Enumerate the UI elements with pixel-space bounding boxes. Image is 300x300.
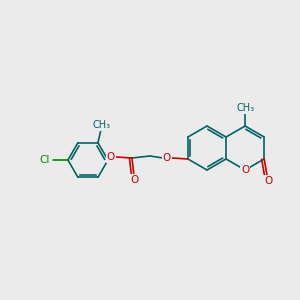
Text: O: O bbox=[107, 152, 115, 162]
Text: O: O bbox=[163, 153, 171, 163]
Text: O: O bbox=[264, 176, 272, 186]
Text: O: O bbox=[131, 175, 139, 185]
Text: CH₃: CH₃ bbox=[93, 120, 111, 130]
Text: Cl: Cl bbox=[40, 155, 50, 165]
Text: CH₃: CH₃ bbox=[236, 103, 254, 113]
Text: O: O bbox=[241, 165, 249, 175]
